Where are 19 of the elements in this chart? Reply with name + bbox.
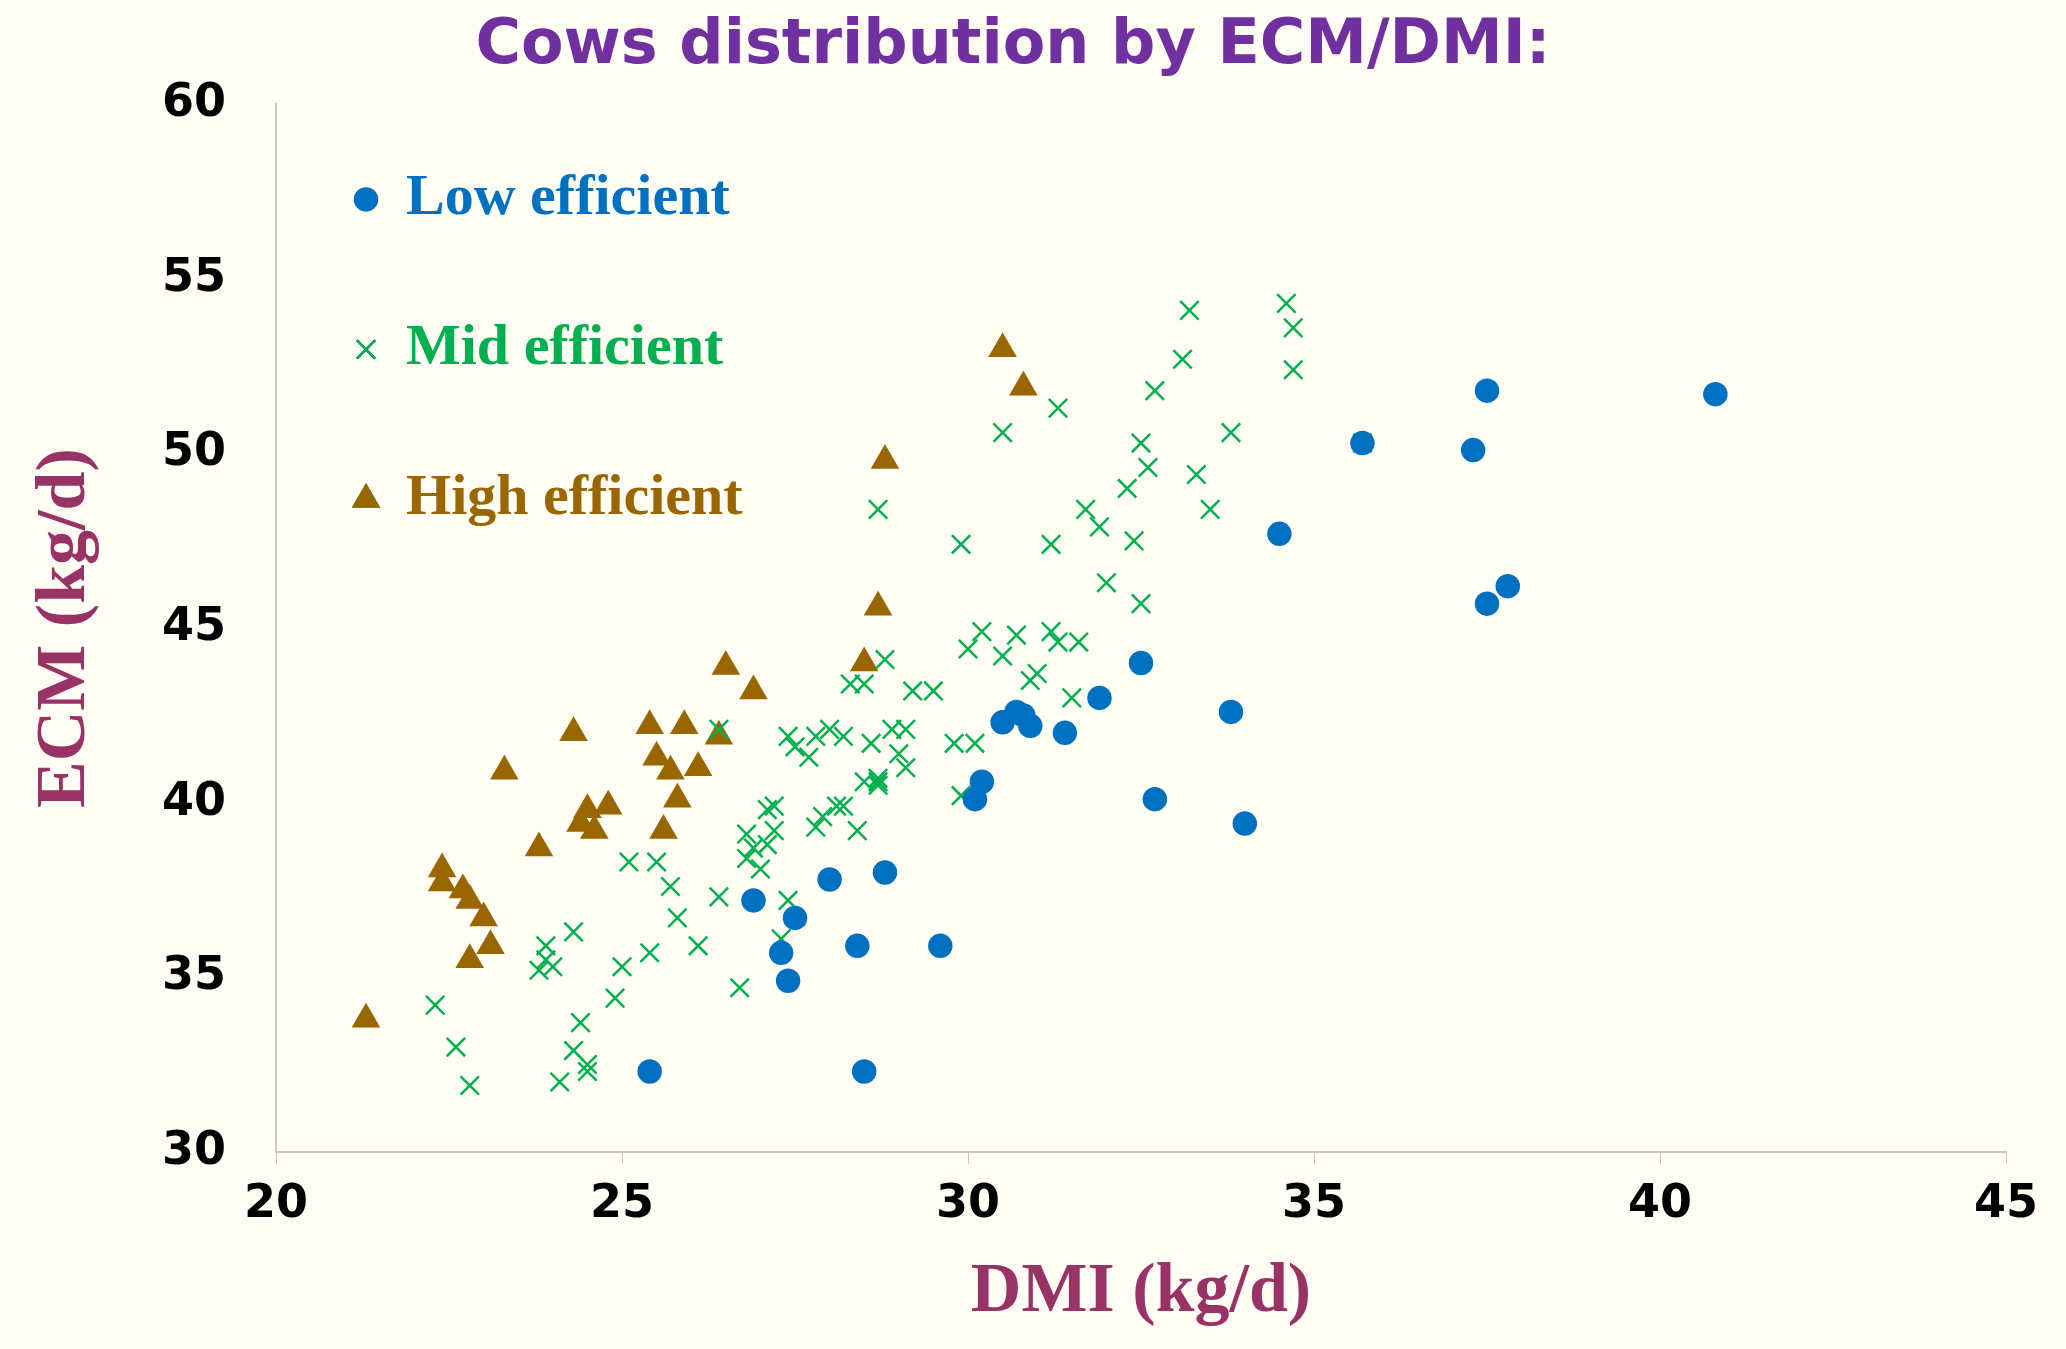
legend-label: Mid efficient: [406, 312, 724, 378]
x-tick-label: 30: [936, 1174, 1001, 1229]
y-tick-label: 35: [162, 946, 227, 1001]
y-tick-label: 55: [162, 247, 227, 302]
x-tick-label: 45: [1973, 1174, 2039, 1229]
y-tick-label: 60: [162, 73, 227, 128]
legend-label: Low efficient: [406, 162, 731, 228]
x-axis-title: DMI (kg/d): [970, 1249, 1312, 1327]
y-tick-label: 30: [162, 1120, 227, 1175]
legend-label: High efficient: [406, 462, 744, 528]
chart-title: Cows distribution by ECM/DMI:: [475, 5, 1551, 79]
x-tick-label: 40: [1627, 1174, 1693, 1229]
y-tick-label: 40: [162, 771, 227, 826]
x-tick-label: 25: [590, 1174, 655, 1229]
x-tick-label: 35: [1282, 1174, 1347, 1229]
x-tick-label: 20: [244, 1174, 309, 1229]
y-axis-title: ECM (kg/d): [22, 448, 100, 808]
y-tick-label: 45: [162, 597, 227, 652]
y-tick-label: 50: [162, 422, 227, 477]
